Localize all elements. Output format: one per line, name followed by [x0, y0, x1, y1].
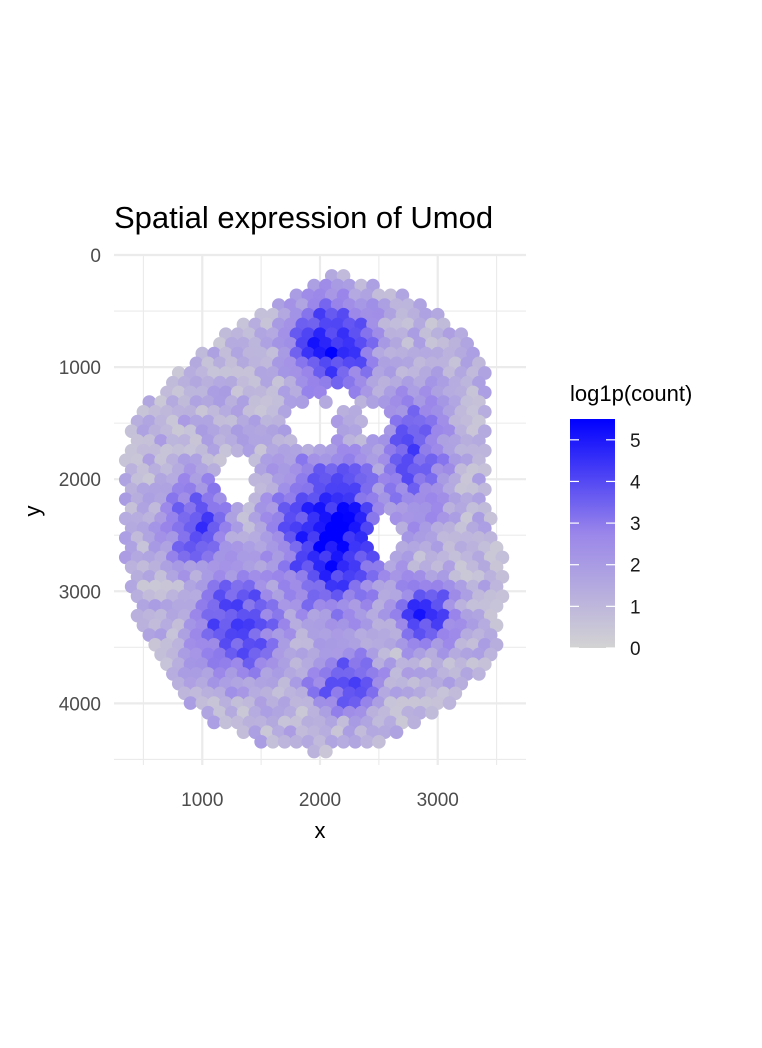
chart-title: Spatial expression of Umod [114, 200, 493, 235]
spot [472, 667, 486, 681]
spot [277, 735, 292, 749]
spot [295, 395, 310, 409]
spot [407, 715, 421, 730]
legend-tick-label: 3 [630, 514, 641, 535]
spot [230, 443, 245, 458]
spot [336, 735, 351, 749]
x-tick-label: 3000 [417, 790, 459, 811]
spot [366, 395, 380, 409]
spot [389, 725, 404, 739]
spots-layer [118, 269, 510, 759]
spot [183, 696, 198, 710]
x-tick-label: 1000 [181, 790, 223, 811]
spot [289, 735, 304, 749]
legend-tick-label: 2 [630, 556, 641, 577]
spot [266, 735, 280, 749]
spot [207, 715, 221, 730]
spot [330, 375, 345, 390]
spot [348, 735, 363, 749]
spot [319, 744, 333, 759]
spot [307, 744, 321, 759]
legend-tick-label: 0 [630, 639, 641, 660]
y-tick-label: 0 [90, 246, 101, 267]
legend: log1p(count) 0 1 2 3 4 5 [570, 381, 692, 660]
spot [319, 395, 333, 409]
spot [442, 696, 457, 710]
spot [236, 725, 251, 739]
x-tick-label: 2000 [299, 790, 341, 811]
y-axis-title: y [20, 506, 45, 517]
legend-tick-label: 4 [630, 472, 641, 493]
legend-ticks: 0 1 2 3 4 5 [570, 431, 641, 660]
y-tick-label: 1000 [59, 358, 101, 379]
legend-colorbar [570, 419, 615, 648]
y-tick-label: 4000 [59, 694, 101, 715]
y-tick-label: 3000 [59, 582, 101, 603]
spot [372, 735, 386, 749]
axis-ticks: 1000 2000 3000 0 1000 2000 3000 4000 [59, 246, 459, 811]
spot [360, 735, 374, 749]
legend-title: log1p(count) [570, 381, 692, 406]
spot [425, 705, 439, 720]
y-tick-label: 2000 [59, 470, 101, 491]
spot [254, 735, 268, 749]
x-axis-title: x [315, 818, 326, 843]
legend-tick-label: 5 [630, 431, 641, 452]
legend-tick-label: 1 [630, 597, 641, 618]
spot [219, 715, 233, 730]
